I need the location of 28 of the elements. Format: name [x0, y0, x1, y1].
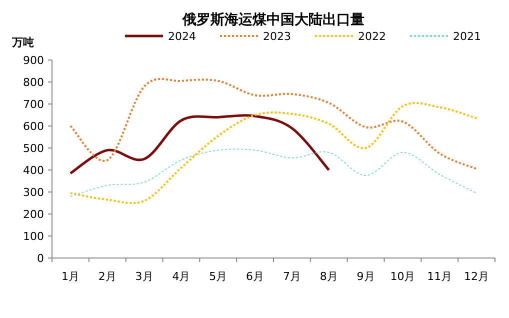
x-tick-label: 8月	[320, 270, 338, 283]
x-tick-label: 4月	[172, 270, 190, 283]
chart-title: 俄罗斯海运煤中国大陆出口量	[182, 12, 364, 28]
y-tick-label: 300	[23, 186, 44, 199]
x-tick-label: 1月	[61, 270, 80, 283]
x-tick-label: 12月	[464, 270, 490, 283]
y-tick-label: 200	[23, 208, 44, 221]
y-tick-label: 400	[23, 164, 44, 177]
x-tick-label: 10月	[390, 270, 416, 283]
y-tick-label: 700	[23, 98, 44, 111]
y-tick-label: 600	[23, 120, 44, 133]
legend-label: 2024	[168, 30, 196, 43]
x-tick-label: 5月	[209, 270, 228, 283]
legend-label: 2023	[263, 30, 291, 43]
x-tick-label: 6月	[246, 270, 264, 283]
y-tick-label: 900	[23, 54, 44, 67]
y-tick-label: 100	[23, 230, 44, 243]
legend-label: 2021	[453, 30, 481, 43]
x-tick-label: 3月	[135, 270, 154, 283]
legend-label: 2022	[358, 30, 386, 43]
y-tick-label: 0	[37, 252, 44, 265]
x-tick-label: 11月	[427, 270, 452, 283]
y-tick-label: 800	[23, 76, 44, 89]
x-tick-label: 7月	[282, 270, 301, 283]
y-tick-label: 500	[23, 142, 44, 155]
x-tick-label: 9月	[356, 270, 375, 283]
x-tick-label: 2月	[98, 270, 116, 283]
y-axis-title: 万吨	[11, 36, 34, 49]
